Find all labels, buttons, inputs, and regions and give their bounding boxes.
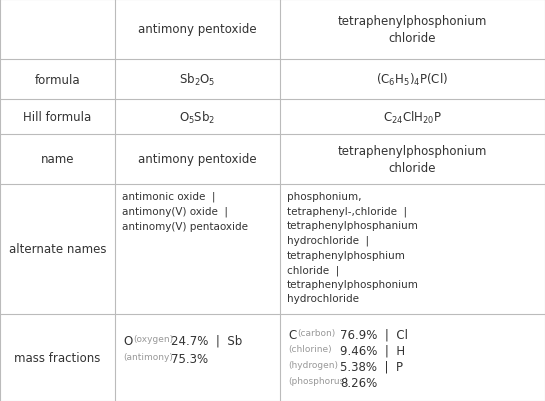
Text: formula: formula bbox=[35, 73, 80, 86]
Text: C$_{24}$ClH$_{20}$P: C$_{24}$ClH$_{20}$P bbox=[383, 109, 442, 125]
Text: Hill formula: Hill formula bbox=[23, 111, 92, 124]
Text: mass fractions: mass fractions bbox=[14, 351, 101, 364]
Text: 24.7%  |  Sb: 24.7% | Sb bbox=[171, 334, 242, 347]
Text: (hydrogen): (hydrogen) bbox=[288, 360, 338, 369]
Text: antimony pentoxide: antimony pentoxide bbox=[138, 153, 257, 166]
Text: phosphonium,
tetraphenyl-,chloride  |
tetraphenylphosphanium
hydrochloride  |
te: phosphonium, tetraphenyl-,chloride | tet… bbox=[287, 192, 419, 304]
Text: (carbon): (carbon) bbox=[297, 328, 335, 337]
Text: 8.26%: 8.26% bbox=[340, 376, 377, 389]
Text: 9.46%  |  H: 9.46% | H bbox=[340, 344, 405, 357]
Text: C: C bbox=[288, 328, 296, 341]
Text: 76.9%  |  Cl: 76.9% | Cl bbox=[340, 328, 408, 341]
Text: antimonic oxide  |
antimony(V) oxide  |
antinomy(V) pentaoxide: antimonic oxide | antimony(V) oxide | an… bbox=[122, 192, 248, 231]
Text: Sb$_2$O$_5$: Sb$_2$O$_5$ bbox=[179, 72, 216, 88]
Text: (phosphorus): (phosphorus) bbox=[288, 376, 348, 385]
Text: (C$_6$H$_5$)$_4$P(Cl): (C$_6$H$_5$)$_4$P(Cl) bbox=[377, 72, 449, 88]
Text: antimony pentoxide: antimony pentoxide bbox=[138, 23, 257, 36]
Text: tetraphenylphosphonium
chloride: tetraphenylphosphonium chloride bbox=[338, 15, 487, 45]
Text: (oxygen): (oxygen) bbox=[133, 334, 173, 343]
Text: 75.3%: 75.3% bbox=[171, 352, 208, 365]
Text: alternate names: alternate names bbox=[9, 243, 106, 256]
Text: O$_5$Sb$_2$: O$_5$Sb$_2$ bbox=[179, 109, 216, 125]
Text: name: name bbox=[41, 153, 74, 166]
Text: O: O bbox=[123, 334, 132, 347]
Text: 5.38%  |  P: 5.38% | P bbox=[340, 360, 403, 373]
Text: (chlorine): (chlorine) bbox=[288, 344, 331, 353]
Text: tetraphenylphosphonium
chloride: tetraphenylphosphonium chloride bbox=[338, 145, 487, 174]
Text: (antimony): (antimony) bbox=[123, 352, 173, 361]
